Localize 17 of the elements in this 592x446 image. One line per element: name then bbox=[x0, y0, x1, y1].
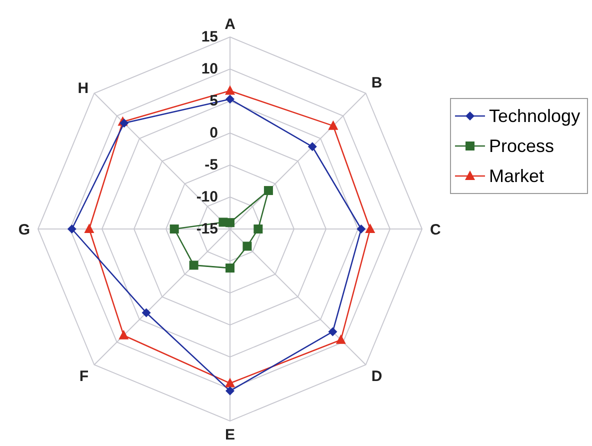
y-tick-label: -10 bbox=[196, 188, 218, 206]
spoke-label: A bbox=[224, 16, 236, 33]
spoke-label: B bbox=[371, 74, 382, 92]
spoke-label: F bbox=[79, 368, 89, 386]
y-tick-label: 15 bbox=[201, 28, 218, 46]
spoke-label: G bbox=[18, 221, 30, 238]
y-tick-label: 10 bbox=[201, 60, 218, 78]
spoke-label: C bbox=[430, 221, 441, 238]
legend-label: Technology bbox=[489, 105, 580, 128]
y-tick-label: -5 bbox=[204, 156, 218, 174]
spoke-label: H bbox=[78, 80, 89, 97]
legend-label: Market bbox=[489, 165, 544, 188]
y-tick-label: -15 bbox=[196, 220, 218, 238]
spoke-label: E bbox=[224, 426, 236, 444]
y-tick-label: 0 bbox=[210, 124, 218, 142]
legend-label: Process bbox=[489, 135, 554, 158]
spoke-label: D bbox=[371, 368, 382, 386]
